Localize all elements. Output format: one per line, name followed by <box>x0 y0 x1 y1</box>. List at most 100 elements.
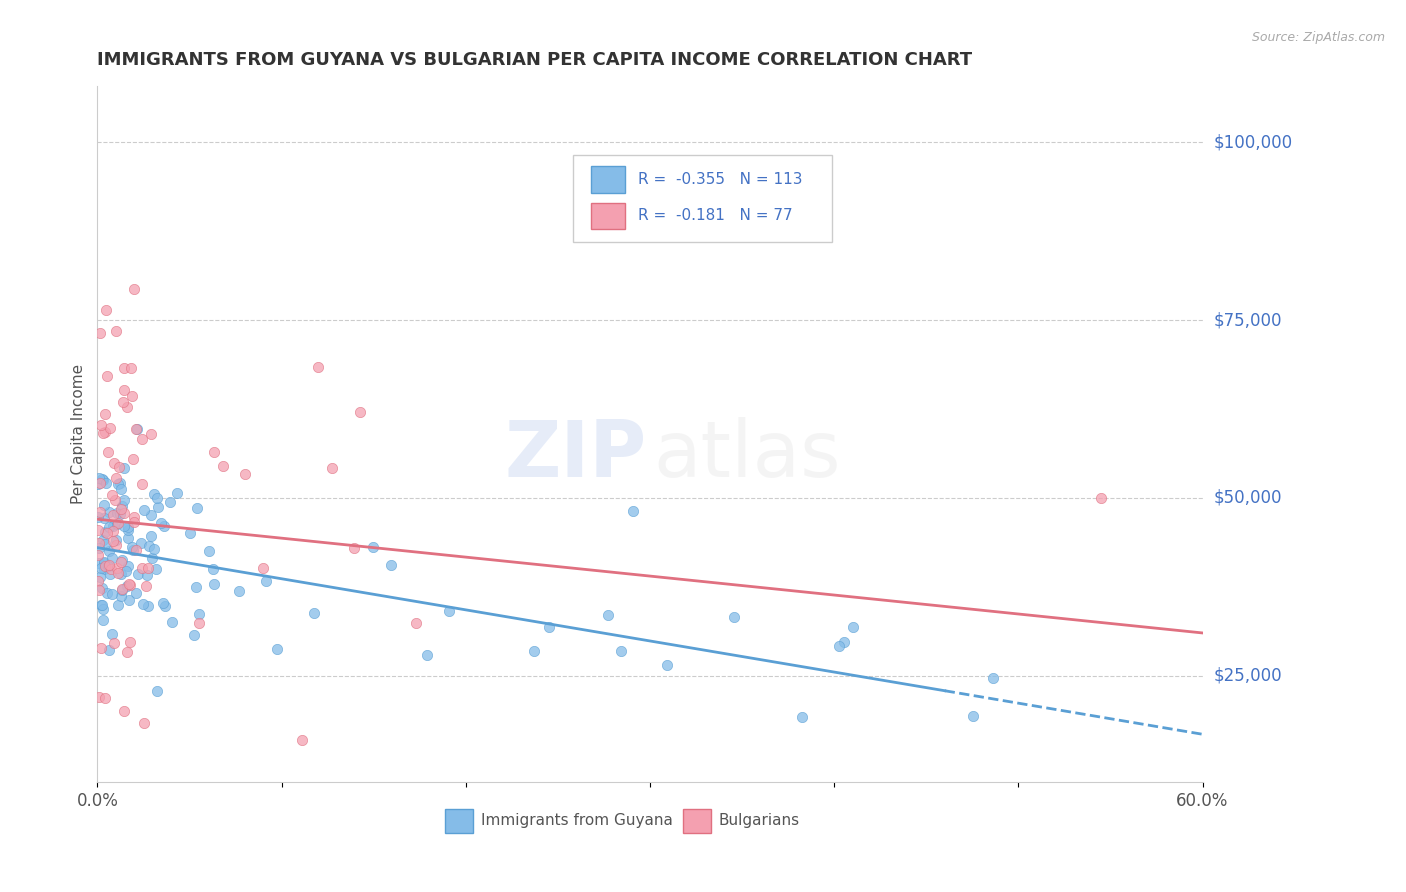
Point <box>131 432 153 446</box>
Point <box>136 560 159 574</box>
Y-axis label: Per Capita Income: Per Capita Income <box>72 364 86 504</box>
Point <box>115 564 138 578</box>
Point <box>104 493 127 508</box>
Point <box>110 555 132 569</box>
Point <box>127 422 149 436</box>
Point <box>90 560 112 574</box>
Point <box>101 508 124 522</box>
Point <box>115 400 138 414</box>
Point <box>118 578 141 592</box>
Point <box>89 505 111 519</box>
Point <box>117 559 139 574</box>
Point <box>538 620 561 634</box>
Point <box>105 533 128 548</box>
Point <box>90 641 112 656</box>
Point <box>139 529 162 543</box>
Text: ZIP: ZIP <box>505 417 647 492</box>
Point <box>87 510 110 524</box>
Point <box>228 583 250 598</box>
Point <box>89 569 111 583</box>
Point <box>98 567 121 582</box>
Point <box>212 459 235 474</box>
Point <box>90 599 112 613</box>
Point <box>94 524 117 539</box>
Point <box>111 499 134 513</box>
Point <box>110 502 132 516</box>
Text: $25,000: $25,000 <box>1213 666 1282 685</box>
Point <box>112 506 135 520</box>
Point <box>121 388 143 402</box>
Point <box>105 324 128 338</box>
Point <box>202 576 225 591</box>
Point <box>89 557 111 571</box>
Point <box>149 516 172 530</box>
Point <box>841 620 863 634</box>
FancyBboxPatch shape <box>572 155 832 243</box>
Point <box>523 644 546 658</box>
Point <box>187 607 209 622</box>
Point <box>122 515 145 529</box>
Point <box>962 709 984 723</box>
Point <box>981 671 1004 685</box>
Point <box>115 645 138 659</box>
Point <box>101 586 124 600</box>
Point <box>96 526 118 541</box>
Point <box>87 574 110 589</box>
Point <box>97 643 120 657</box>
Point <box>112 493 135 508</box>
Point <box>166 486 188 500</box>
Point <box>405 616 427 631</box>
Text: $50,000: $50,000 <box>1213 489 1282 507</box>
Point <box>91 425 114 440</box>
Point <box>108 475 131 490</box>
Point <box>97 558 120 573</box>
Point <box>117 519 139 533</box>
Point <box>143 486 166 500</box>
Point <box>118 593 141 607</box>
Point <box>363 540 385 554</box>
Point <box>112 704 135 718</box>
Point <box>98 505 121 519</box>
Point <box>89 326 111 340</box>
FancyBboxPatch shape <box>446 809 474 833</box>
Point <box>132 597 155 611</box>
Point <box>111 582 134 597</box>
Point <box>111 582 134 596</box>
Point <box>135 579 157 593</box>
Point <box>96 368 118 383</box>
Point <box>110 507 132 521</box>
Point <box>145 683 167 698</box>
Point <box>143 542 166 557</box>
FancyBboxPatch shape <box>683 809 711 833</box>
Point <box>112 460 135 475</box>
Point <box>107 598 129 612</box>
Point <box>91 533 114 547</box>
Point <box>186 501 208 516</box>
Point <box>117 523 139 537</box>
Point <box>343 541 366 555</box>
Point <box>96 303 118 318</box>
Point <box>101 551 124 566</box>
Point <box>118 576 141 591</box>
Point <box>657 658 679 673</box>
Point <box>252 561 274 575</box>
Point <box>110 566 132 581</box>
Point <box>112 519 135 533</box>
Point <box>122 543 145 558</box>
Text: Source: ZipAtlas.com: Source: ZipAtlas.com <box>1251 31 1385 45</box>
Point <box>87 471 110 485</box>
Point <box>135 568 157 582</box>
Point <box>202 445 225 459</box>
Point <box>93 555 115 569</box>
Point <box>198 544 221 558</box>
Point <box>266 642 288 657</box>
Point <box>153 519 176 533</box>
Point <box>100 562 122 576</box>
Point <box>124 421 146 435</box>
Point <box>159 495 181 509</box>
Point <box>437 604 460 618</box>
Point <box>94 425 117 439</box>
Point <box>828 640 851 654</box>
Point <box>183 628 205 642</box>
Point <box>139 508 162 523</box>
